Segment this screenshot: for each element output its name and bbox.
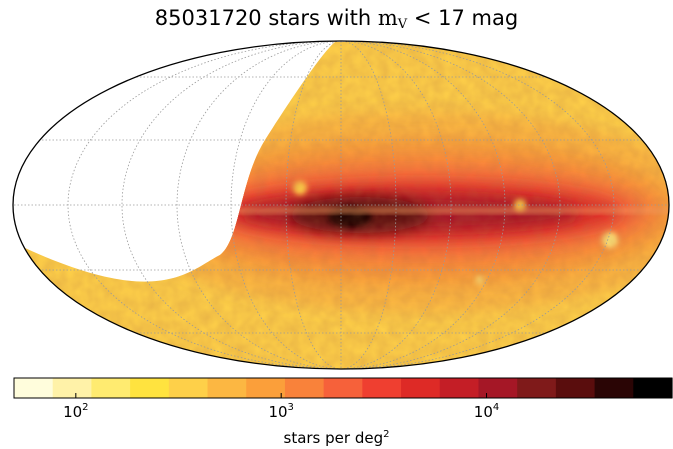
colorbar-tick-label: 102 <box>63 402 88 421</box>
colorbar-segment <box>52 378 93 398</box>
colorbar-segment <box>91 378 131 398</box>
colorbar-segment <box>517 378 557 398</box>
colorbar-segment <box>439 378 480 398</box>
colorbar-segment <box>246 378 286 398</box>
colorbar-segment <box>594 378 634 398</box>
title-prefix: 85031720 stars with <box>154 6 378 30</box>
colorbar-label-text: stars per deg <box>283 429 384 447</box>
colorbar-ticks: 102 103 104 <box>63 393 499 421</box>
colorbar-tick-label: 103 <box>268 402 293 421</box>
colorbar-segment <box>130 378 170 398</box>
colorbar-segment <box>478 378 518 398</box>
title-suffix: 17 mag <box>438 6 519 30</box>
colorbar-segments <box>14 378 673 398</box>
sky-map <box>12 40 670 370</box>
title-math-main: m <box>377 6 398 30</box>
colorbar-segment <box>14 378 54 398</box>
colorbar-tick-label: 104 <box>474 402 499 421</box>
colorbar-frame <box>13 377 673 399</box>
colorbar-segment <box>207 378 247 398</box>
title-math-rel: < <box>407 6 439 30</box>
chart-title: 85031720 stars with mV < 17 mag <box>0 6 673 32</box>
density-layer <box>13 41 669 369</box>
colorbar-segment <box>168 378 209 398</box>
title-math-sub: V <box>397 17 408 32</box>
colorbar-segment <box>633 378 673 398</box>
colorbar-segment <box>323 378 363 398</box>
title-math: mV < <box>377 6 439 32</box>
colorbar-segment <box>362 378 402 398</box>
colorbar-label: stars per deg2 <box>0 429 673 447</box>
colorbar-segment <box>555 378 596 398</box>
colorbar-segment <box>401 378 441 398</box>
colorbar-segment <box>284 378 325 398</box>
sky-boundary <box>12 40 670 370</box>
colorbar-label-sup: 2 <box>383 429 390 440</box>
